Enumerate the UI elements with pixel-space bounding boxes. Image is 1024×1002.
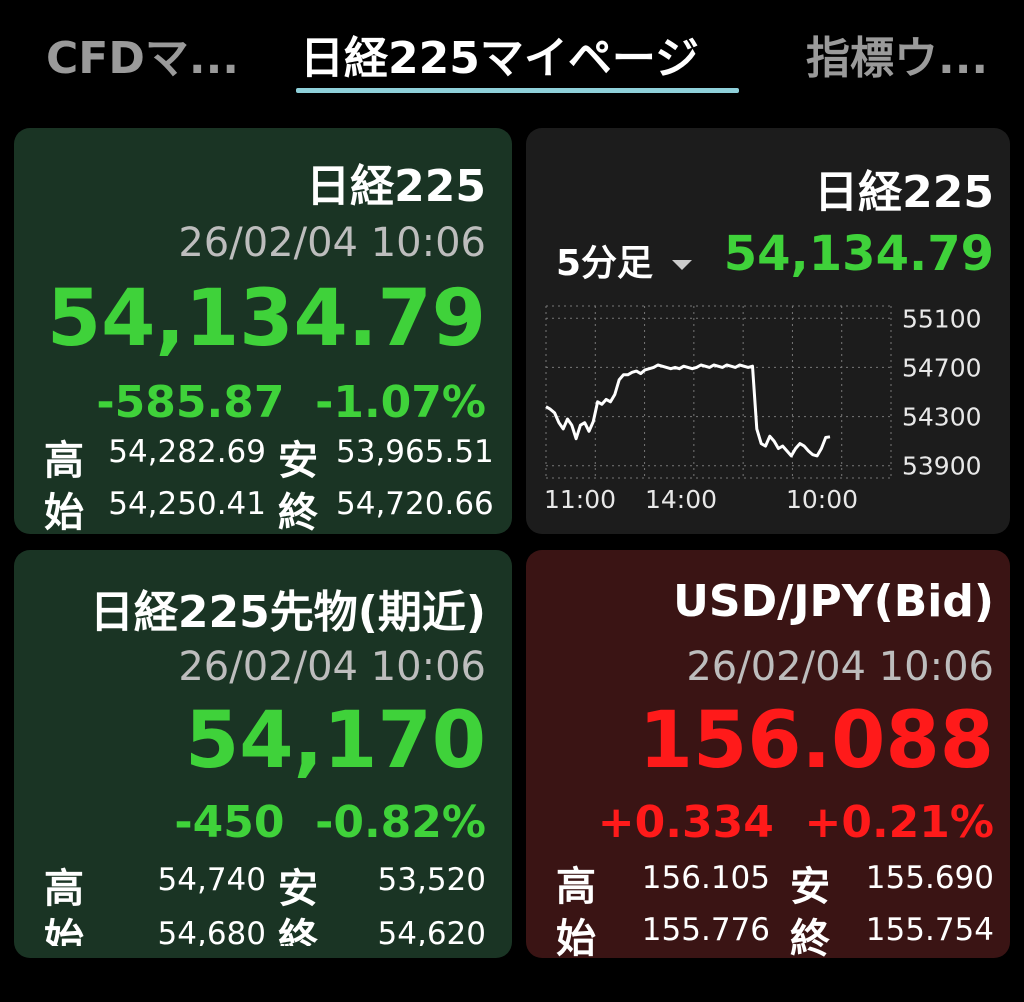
open-close-row: 始 54,250.41 終 54,720.66	[30, 486, 494, 534]
close-value: 54,620	[377, 916, 486, 946]
quote-change-percent: -0.82%	[315, 797, 486, 842]
tab-cfd[interactable]: CFDマ...	[46, 33, 240, 84]
high-value: 54,282.69	[108, 434, 266, 470]
tab-bar: CFDマ... 日経225マイページ 指標ウ...	[0, 0, 1024, 100]
close-label: 終	[278, 916, 318, 946]
high-low-row: 高 156.105 安 155.690	[542, 860, 994, 910]
high-value: 156.105	[641, 860, 770, 896]
low-value: 155.690	[865, 860, 994, 896]
high-low-row: 高 54,282.69 安 53,965.51	[30, 434, 494, 484]
card-title: 日経225	[306, 161, 486, 212]
x-tick-label: 10:00	[786, 485, 858, 514]
quote-price: 156.088	[638, 696, 994, 786]
open-label: 始	[44, 490, 84, 534]
nikkei-chart-card[interactable]: 日経225 5分足 54,134.79 55100 54700 54300 53900…	[526, 128, 1010, 534]
x-tick-label: 11:00	[544, 485, 616, 514]
quote-change: -585.87 -1.07%	[96, 374, 486, 422]
card-title: 日経225先物(期近)	[89, 587, 486, 638]
quote-change-percent: -1.07%	[315, 377, 486, 422]
tab-indicators[interactable]: 指標ウ...	[806, 33, 989, 84]
open-label: 始	[44, 916, 84, 946]
usdjpy-quote-card[interactable]: USD/JPY(Bid) 26/02/04 10:06 156.088 +0.3…	[526, 550, 1010, 958]
quote-change-value: +0.334	[597, 797, 774, 842]
high-low-row: 高 54,740 安 53,520	[30, 862, 486, 912]
open-value: 155.776	[641, 912, 770, 948]
low-label: 安	[278, 438, 318, 484]
price-line	[545, 363, 831, 458]
quote-change: -450 -0.82%	[174, 794, 486, 842]
close-value: 54,720.66	[336, 486, 494, 522]
low-value: 53,520	[377, 862, 486, 898]
chart-card-title: 日経225	[814, 167, 994, 218]
active-tab-indicator	[296, 88, 739, 93]
high-label: 高	[556, 864, 596, 910]
card-title: USD/JPY(Bid)	[673, 576, 994, 627]
x-axis-ticks: 11:00 14:00 10:00	[544, 485, 858, 514]
quote-price: 54,170	[185, 696, 486, 786]
y-tick-label: 53900	[902, 452, 982, 481]
high-label: 高	[44, 866, 84, 912]
interval-label: 5分足	[556, 243, 654, 284]
quote-datetime: 26/02/04 10:06	[178, 644, 486, 690]
quote-change-value: -450	[174, 797, 285, 842]
quote-datetime: 26/02/04 10:06	[686, 644, 994, 690]
y-axis-ticks: 55100 54700 54300 53900	[902, 304, 982, 480]
quote-change-percent: +0.21%	[804, 797, 994, 842]
quote-price: 54,134.79	[46, 274, 486, 364]
low-value: 53,965.51	[336, 434, 494, 470]
close-label: 終	[790, 916, 830, 958]
low-label: 安	[278, 866, 318, 912]
price-line-chart: 55100 54700 54300 53900 11:00 14:00 10:00	[544, 304, 982, 514]
close-label: 終	[278, 490, 318, 534]
nikkei-quote-card[interactable]: 日経225 26/02/04 10:06 54,134.79 -585.87 -…	[14, 128, 512, 534]
y-tick-label: 55100	[902, 304, 982, 333]
close-value: 155.754	[865, 912, 994, 948]
tab-nikkei-mypage[interactable]: 日経225マイページ	[300, 33, 699, 84]
low-label: 安	[790, 864, 830, 910]
dropdown-caret-icon	[671, 260, 692, 270]
high-label: 高	[44, 438, 84, 484]
open-close-row: 始 54,680 終 54,620	[30, 912, 486, 946]
futures-quote-card[interactable]: 日経225先物(期近) 26/02/04 10:06 54,170 -450 -…	[14, 550, 512, 958]
y-tick-label: 54700	[902, 353, 982, 382]
interval-selector[interactable]: 5分足	[556, 234, 692, 286]
high-value: 54,740	[157, 862, 266, 898]
open-value: 54,250.41	[108, 486, 266, 522]
chart-price: 54,134.79	[723, 226, 994, 282]
quote-datetime: 26/02/04 10:06	[178, 220, 486, 266]
open-label: 始	[556, 916, 596, 958]
y-tick-label: 54300	[902, 403, 982, 432]
open-value: 54,680	[157, 916, 266, 946]
chart-grid	[545, 305, 892, 479]
x-tick-label: 14:00	[645, 485, 717, 514]
quote-change: +0.334 +0.21%	[598, 794, 994, 842]
open-close-row: 始 155.776 終 155.754	[542, 912, 994, 958]
quote-change-value: -585.87	[96, 377, 285, 422]
